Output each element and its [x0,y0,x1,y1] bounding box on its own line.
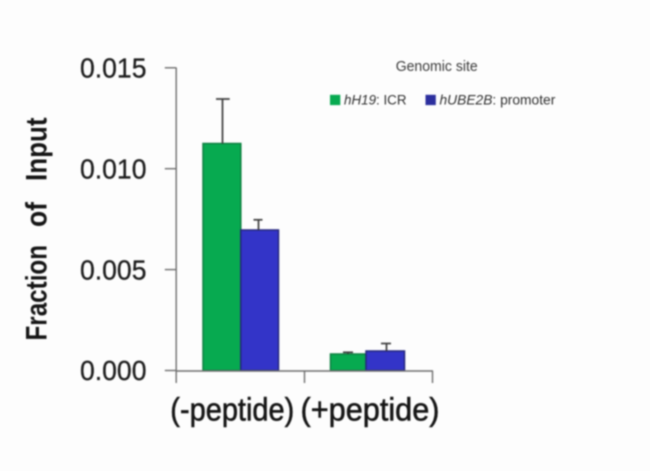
svg-text:hH19: ICR: hH19: ICR [344,92,407,107]
svg-text:(+peptide): (+peptide) [301,392,440,428]
svg-text:0.015: 0.015 [80,53,147,84]
svg-text:Fraction: Fraction [21,245,54,341]
svg-text:0.005: 0.005 [80,254,147,285]
svg-text:0.000: 0.000 [80,355,147,386]
svg-text:0.010: 0.010 [80,153,147,184]
svg-text:(-peptide): (-peptide) [170,392,294,428]
svg-text:Input: Input [21,118,54,182]
svg-text:hUBE2B: promoter: hUBE2B: promoter [440,92,556,107]
svg-text:of: of [21,201,54,227]
svg-text:Genomic site: Genomic site [396,59,478,75]
